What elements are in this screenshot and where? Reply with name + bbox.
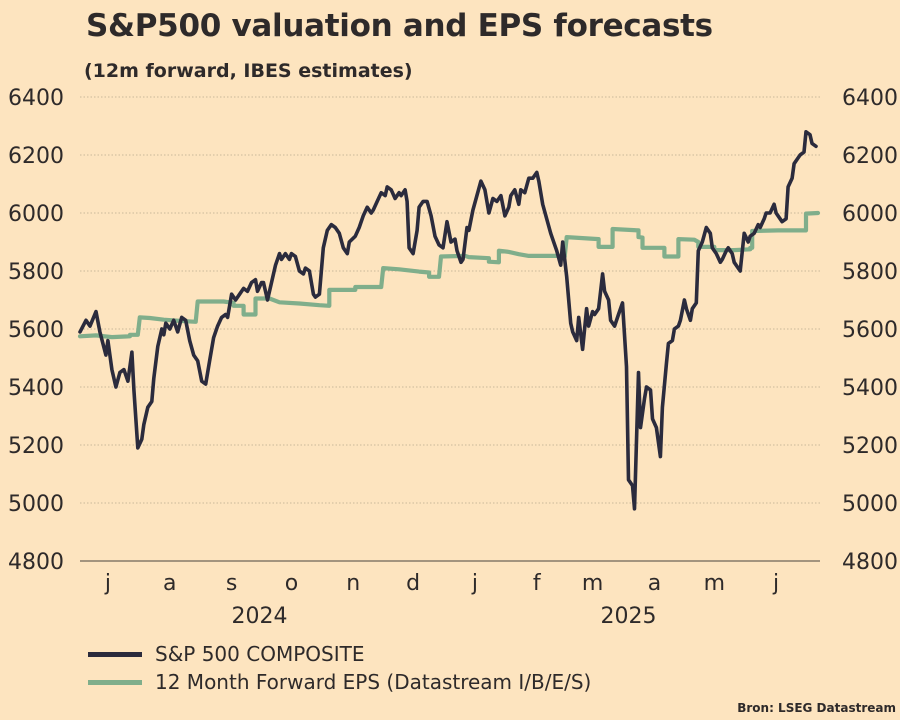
x-tick-label-month: o [285,571,298,596]
y-tick-label-right: 6200 [842,144,898,169]
x-tick-label-month: m [582,571,603,596]
y-tick-label-left: 5600 [8,318,64,343]
x-tick-label-month: j [471,571,478,596]
legend: S&P 500 COMPOSITE 12 Month Forward EPS (… [88,640,591,696]
y-tick-label-right: 6000 [842,202,898,227]
y-tick-label-right: 5400 [842,376,898,401]
y-tick-label-right: 5200 [842,434,898,459]
y-tick-label-right: 4800 [842,550,898,575]
x-tick-label-month: a [648,571,661,596]
y-tick-label-left: 5400 [8,376,64,401]
legend-swatch-eps [88,679,142,685]
source-note: Bron: LSEG Datastream [737,701,896,715]
chart-title: S&P500 valuation and EPS forecasts [86,8,713,44]
y-axis-left: 4800 5000 5200 5400 5600 5800 6000 6200 6400 [8,86,64,575]
series-line-eps [77,210,821,340]
x-axis-years: 2024 2025 [232,604,657,629]
y-tick-label-left: 6200 [8,144,64,169]
x-tick-label-month: m [704,571,725,596]
x-tick-label-month: f [533,571,542,596]
legend-label-sp500: S&P 500 COMPOSITE [155,642,365,666]
series-group [77,130,821,511]
legend-item-sp500: S&P 500 COMPOSITE [88,640,591,668]
y-tick-label-left: 6000 [8,202,64,227]
x-year-label: 2025 [601,604,657,629]
y-tick-label-left: 5000 [8,492,64,517]
legend-label-eps: 12 Month Forward EPS (Datastream I/B/E/S… [155,670,592,694]
x-tick-label-month: j [104,571,111,596]
x-tick-label-month: a [163,571,176,596]
x-tick-label-month: s [226,571,237,596]
y-tick-label-right: 5600 [842,318,898,343]
x-tick-label-month: d [406,571,420,596]
chart-subtitle: (12m forward, IBES estimates) [84,60,413,82]
legend-item-eps: 12 Month Forward EPS (Datastream I/B/E/S… [88,668,591,696]
legend-swatch-sp500 [88,651,142,657]
y-tick-label-left: 5200 [8,434,64,459]
y-axis-right: 4800 5000 5200 5400 5600 5800 6000 6200 6400 [842,86,898,575]
x-year-label: 2024 [232,604,288,629]
gridlines [80,96,820,504]
x-tick-label-month: j [772,571,779,596]
y-tick-label-right: 6400 [842,86,898,111]
y-tick-label-left: 4800 [8,550,64,575]
y-tick-label-left: 6400 [8,86,64,111]
x-tick-label-month: n [346,571,360,596]
y-tick-label-right: 5800 [842,260,898,285]
y-tick-label-right: 5000 [842,492,898,517]
series-line-sp500 [78,130,818,511]
y-tick-label-left: 5800 [8,260,64,285]
